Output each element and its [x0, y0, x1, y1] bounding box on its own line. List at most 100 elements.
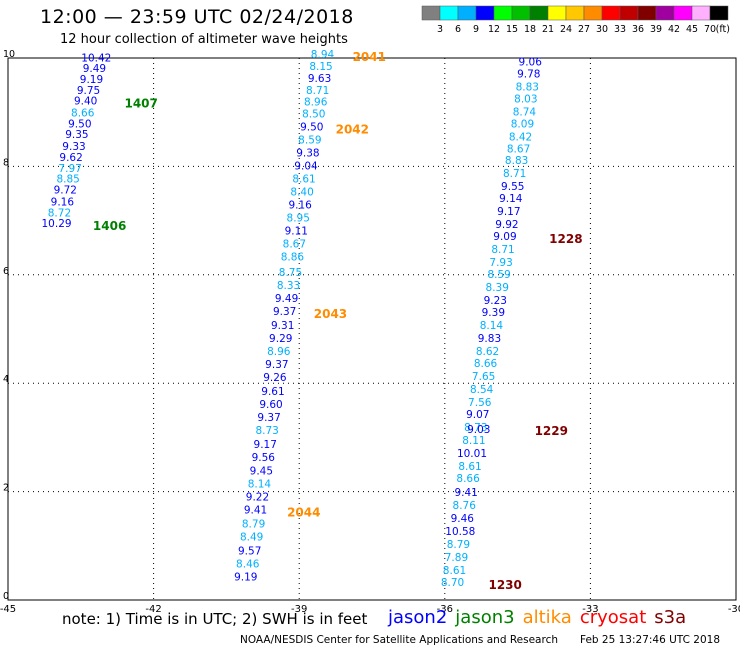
- wave-height-value: 9.63: [308, 73, 331, 85]
- wave-height-value: 9.56: [252, 452, 276, 464]
- wave-height-value: 8.50: [302, 109, 325, 121]
- wave-height-value: 8.86: [281, 252, 305, 264]
- wave-height-value: 9.23: [484, 295, 507, 307]
- x-tick-label: -39: [291, 604, 307, 615]
- wave-height-value: 8.61: [443, 565, 466, 577]
- wave-height-value: 8.09: [511, 118, 534, 130]
- track-2041: 8.948.159.638.718.968.50: [302, 49, 334, 121]
- wave-height-value: 9.07: [466, 409, 489, 421]
- wave-height-value: 10.29: [42, 218, 72, 230]
- wave-height-value: 9.75: [77, 85, 100, 97]
- legend-label: 6: [455, 24, 461, 35]
- wave-height-value: 8.70: [441, 577, 464, 589]
- wave-height-value: 9.83: [478, 333, 501, 345]
- wave-height-value: 8.73: [464, 422, 487, 434]
- legend-label: 9: [473, 24, 479, 35]
- wave-height-value: 9.50: [68, 118, 91, 130]
- y-tick-label: 8: [3, 157, 9, 168]
- wave-height-value: 9.55: [501, 181, 524, 193]
- wave-height-value: 8.54: [470, 384, 494, 396]
- pass-label: 2041: [353, 50, 386, 64]
- wave-height-value: 7.56: [468, 397, 492, 409]
- wave-height-value: 9.35: [65, 129, 88, 141]
- wave-height-value: 9.46: [451, 513, 475, 525]
- credit-line: NOAA/NESDIS Center for Satellite Applica…: [240, 634, 558, 646]
- satellite-s3a: s3a: [654, 607, 687, 628]
- wave-height-value: 8.33: [277, 280, 300, 292]
- wave-height-value: 8.61: [292, 174, 315, 186]
- wave-height-value: 8.49: [240, 531, 263, 543]
- wave-height-value: 9.16: [288, 200, 312, 212]
- wave-height-value: 7.65: [472, 371, 495, 383]
- legend-label: 33: [614, 24, 626, 35]
- wave-height-value: 9.37: [265, 359, 288, 371]
- wave-height-value: 7.89: [445, 552, 468, 564]
- wave-height-value: 8.79: [242, 518, 265, 530]
- wave-height-value: 8.14: [480, 320, 504, 332]
- wave-height-value: 8.72: [48, 207, 71, 219]
- wave-height-value: 9.17: [497, 206, 520, 218]
- wave-height-value: 8.83: [516, 82, 539, 94]
- wave-height-value: 8.59: [487, 269, 510, 281]
- track-1229: 7.938.598.399.239.398.149.838.628.667.65…: [456, 257, 512, 485]
- wave-height-value: 9.14: [499, 193, 523, 205]
- wave-height-value: 8.03: [514, 93, 537, 105]
- satellite-altika: altika: [522, 607, 572, 628]
- pass-label: 1228: [549, 232, 582, 246]
- pass-label: 2042: [336, 123, 369, 137]
- wave-height-value: 8.66: [456, 473, 480, 485]
- map-frame: [7, 57, 737, 601]
- x-tick-label: -33: [582, 604, 598, 615]
- pass-label: 1407: [124, 97, 157, 111]
- x-tick-label: -30: [728, 604, 740, 615]
- wave-height-value: 10.01: [457, 448, 487, 460]
- wave-height-value: 9.45: [250, 465, 273, 477]
- color-legend: 3 6 9 12 15 18 21 24 27 30 33 36 39 42 45 70 (ft): [421, 5, 730, 35]
- wave-height-value: 8.66: [474, 358, 498, 370]
- map-title: 12:00 — 23:59 UTC 02/24/2018: [40, 6, 354, 28]
- satellite-jason2: jason2: [388, 607, 448, 628]
- wave-height-value: 8.95: [287, 213, 310, 225]
- wave-height-value: 9.11: [285, 226, 308, 238]
- wave-height-value: 8.85: [56, 174, 79, 186]
- legend-label: 21: [542, 24, 554, 35]
- y-tick-label: 4: [3, 374, 9, 385]
- legend-label: 24: [560, 24, 572, 35]
- satellite-jason3: jason3: [455, 607, 515, 628]
- wave-height-value: 8.11: [462, 435, 485, 447]
- wave-height-value: 10.42: [81, 52, 111, 64]
- wave-height-value: 8.66: [71, 108, 95, 120]
- wave-height-value: 8.83: [505, 155, 528, 167]
- legend-label: 70: [704, 24, 716, 35]
- wave-height-value: 9.49: [83, 63, 106, 75]
- wave-height-value: 9.26: [263, 372, 287, 384]
- wave-height-value: 8.79: [447, 539, 470, 551]
- wave-height-value: 8.71: [503, 168, 526, 180]
- wave-height-value: 9.49: [275, 293, 298, 305]
- y-tick-label: 2: [3, 483, 9, 494]
- pass-label: 2044: [287, 505, 320, 519]
- wave-height-value: 8.96: [267, 346, 291, 358]
- wave-height-value: 8.67: [507, 143, 530, 155]
- pass-label: 1230: [488, 578, 521, 592]
- y-tick-label: 0: [3, 591, 9, 602]
- wave-height-value: 8.71: [306, 85, 329, 97]
- wave-height-value: 9.37: [273, 306, 296, 318]
- legend-label: 3: [437, 24, 443, 35]
- pass-label: 1406: [93, 219, 126, 233]
- wave-height-value: 9.39: [482, 307, 505, 319]
- track-2044: 9.229.41 8.798.49 9.578.469.19: [234, 491, 269, 583]
- wave-height-value: 8.14: [248, 478, 272, 490]
- legend-label: 36: [632, 24, 644, 35]
- wave-height-value: 8.76: [453, 500, 477, 512]
- track-1228: 9.069.788.838.038.748.098.428.678.838.71…: [491, 57, 542, 257]
- track-2042: 9.508.599.389.048.618.409.168.959.118.67…: [277, 122, 324, 292]
- wave-height-value: 9.40: [74, 96, 97, 108]
- wave-height-value: 9.06: [519, 57, 543, 69]
- legend-label: 30: [596, 24, 608, 35]
- wave-height-value: 8.59: [298, 135, 321, 147]
- legend-label: 39: [650, 24, 662, 35]
- wave-height-value: 8.15: [309, 61, 332, 73]
